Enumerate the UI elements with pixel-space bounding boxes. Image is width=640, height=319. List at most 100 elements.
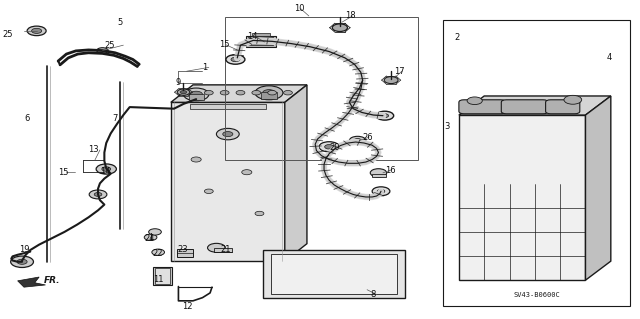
Circle shape <box>384 77 398 84</box>
Circle shape <box>11 256 33 268</box>
Polygon shape <box>171 85 307 102</box>
Bar <box>190 104 266 109</box>
Circle shape <box>252 91 260 95</box>
Text: 23: 23 <box>177 245 188 254</box>
Text: 25: 25 <box>104 41 115 50</box>
Circle shape <box>17 259 27 264</box>
Text: 11: 11 <box>153 275 164 284</box>
Bar <box>260 92 277 99</box>
FancyBboxPatch shape <box>501 100 548 114</box>
Circle shape <box>204 189 213 194</box>
Circle shape <box>177 89 190 95</box>
Polygon shape <box>459 115 586 280</box>
Text: 22: 22 <box>152 249 163 258</box>
Circle shape <box>467 97 483 105</box>
Text: 9: 9 <box>176 78 181 87</box>
Text: 13: 13 <box>88 145 99 154</box>
Circle shape <box>27 26 46 36</box>
Text: FR.: FR. <box>44 276 61 285</box>
Text: 4: 4 <box>606 53 612 62</box>
Circle shape <box>96 164 116 174</box>
Circle shape <box>242 170 252 175</box>
Circle shape <box>220 91 229 95</box>
Text: 15: 15 <box>219 40 230 49</box>
Text: SV43-B0600C: SV43-B0600C <box>513 292 560 298</box>
FancyBboxPatch shape <box>459 100 506 114</box>
Circle shape <box>204 91 213 95</box>
Circle shape <box>190 91 202 98</box>
Circle shape <box>223 131 233 137</box>
Text: 7: 7 <box>113 114 118 123</box>
Bar <box>271 254 397 294</box>
Text: 20: 20 <box>329 143 340 152</box>
Bar <box>372 174 386 177</box>
Bar <box>262 250 405 298</box>
Bar <box>177 249 193 257</box>
Text: 16: 16 <box>385 166 396 175</box>
Bar <box>443 20 630 306</box>
Polygon shape <box>459 96 611 115</box>
Text: 25: 25 <box>2 30 13 39</box>
Circle shape <box>207 243 225 252</box>
Bar <box>153 268 172 285</box>
Circle shape <box>255 86 283 100</box>
Circle shape <box>144 234 157 241</box>
Circle shape <box>231 57 240 62</box>
Polygon shape <box>171 102 285 261</box>
Text: 17: 17 <box>394 67 405 76</box>
Bar <box>248 37 273 45</box>
Circle shape <box>255 211 264 216</box>
Circle shape <box>349 136 366 145</box>
Text: 18: 18 <box>345 11 356 20</box>
Circle shape <box>354 138 362 142</box>
Bar <box>246 36 276 47</box>
Circle shape <box>319 142 339 152</box>
Text: 5: 5 <box>117 18 122 27</box>
Text: 19: 19 <box>19 245 29 254</box>
Circle shape <box>377 189 385 193</box>
Text: 6: 6 <box>24 114 29 123</box>
Text: 3: 3 <box>444 122 450 131</box>
Polygon shape <box>18 277 45 287</box>
Circle shape <box>226 55 245 64</box>
Circle shape <box>564 95 582 104</box>
Polygon shape <box>586 96 611 280</box>
Text: 14: 14 <box>100 167 111 176</box>
Circle shape <box>148 229 161 235</box>
Bar <box>189 94 204 100</box>
Bar <box>155 269 170 284</box>
Bar <box>252 33 269 36</box>
Text: 24: 24 <box>144 234 155 243</box>
Circle shape <box>268 91 276 95</box>
Polygon shape <box>285 85 307 261</box>
Circle shape <box>184 88 209 101</box>
Circle shape <box>236 91 245 95</box>
Circle shape <box>324 145 333 149</box>
Circle shape <box>102 167 111 171</box>
FancyBboxPatch shape <box>546 100 580 114</box>
Circle shape <box>332 24 348 32</box>
Text: 26: 26 <box>363 133 373 142</box>
Circle shape <box>191 157 201 162</box>
Text: 14: 14 <box>248 32 258 41</box>
Circle shape <box>152 249 164 256</box>
Text: 1: 1 <box>202 63 208 72</box>
Circle shape <box>94 193 102 196</box>
Circle shape <box>381 114 388 118</box>
Bar <box>214 248 232 252</box>
Text: 15: 15 <box>58 168 68 177</box>
Circle shape <box>372 187 390 196</box>
Circle shape <box>89 190 107 199</box>
Circle shape <box>284 91 292 95</box>
Circle shape <box>180 91 187 94</box>
Text: 10: 10 <box>294 4 305 13</box>
Circle shape <box>216 128 239 140</box>
Circle shape <box>371 169 387 177</box>
Text: 8: 8 <box>371 290 376 299</box>
Text: 12: 12 <box>182 302 193 311</box>
Circle shape <box>31 28 42 33</box>
Circle shape <box>376 111 394 120</box>
Bar <box>225 17 418 160</box>
Text: 2: 2 <box>454 33 460 42</box>
Circle shape <box>97 48 108 53</box>
